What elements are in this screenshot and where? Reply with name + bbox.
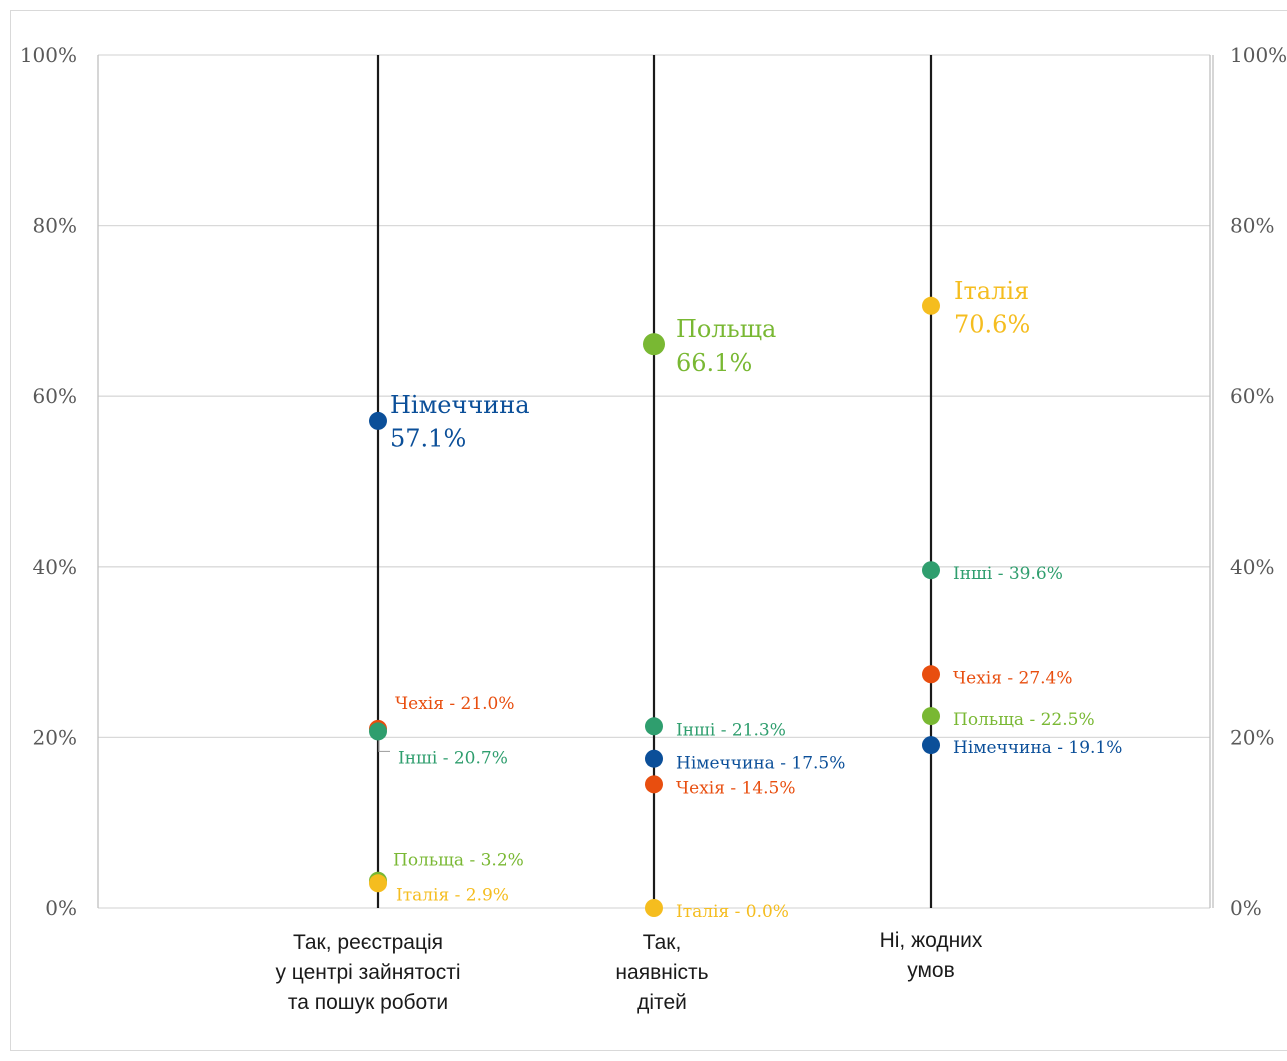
category-label-line: дітей xyxy=(532,988,792,1018)
data-label: Польща - 22.5% xyxy=(953,710,1095,730)
data-label: Чехія - 27.4% xyxy=(953,668,1073,688)
y-tick-label-right: 20% xyxy=(1230,725,1274,749)
data-label-line: Німеччина - 17.5% xyxy=(676,754,845,774)
data-label: Німеччина - 19.1% xyxy=(953,738,1122,758)
data-point xyxy=(645,899,663,917)
y-tick-label-right: 100% xyxy=(1230,43,1287,67)
data-label-line: Інші - 20.7% xyxy=(398,748,508,768)
category-label-line: у центрі зайнятості xyxy=(238,958,498,988)
data-label-line: Німеччина xyxy=(390,391,530,419)
data-label: Інші - 20.7% xyxy=(398,748,508,768)
data-point xyxy=(645,775,663,793)
data-label-line: Чехія - 21.0% xyxy=(395,694,515,714)
data-label: Італія - 0.0% xyxy=(676,902,789,922)
data-point xyxy=(369,412,387,430)
category-label-line: Так, xyxy=(532,928,792,958)
data-label: Німеччина - 17.5% xyxy=(676,754,845,774)
category-label-line: та пошук роботи xyxy=(238,988,498,1018)
data-point xyxy=(645,717,663,735)
data-label: Польща - 3.2% xyxy=(393,851,524,871)
data-label: Італія - 2.9% xyxy=(396,885,509,905)
data-point xyxy=(922,561,940,579)
data-point xyxy=(369,874,387,892)
y-tick-label-right: 60% xyxy=(1230,384,1274,408)
data-label: Чехія - 21.0% xyxy=(395,694,515,714)
y-tick-label-right: 80% xyxy=(1230,214,1274,238)
data-label-line: Італія - 2.9% xyxy=(396,885,509,905)
data-label-line: Польща - 3.2% xyxy=(393,851,524,871)
y-tick-label-right: 0% xyxy=(1230,896,1262,920)
data-label-line: Німеччина - 19.1% xyxy=(953,738,1122,758)
data-label-line: 70.6% xyxy=(954,310,1030,338)
y-tick-label-left: 100% xyxy=(20,43,77,67)
data-label: Польща 66.1% xyxy=(676,315,776,377)
category-label-line: наявність xyxy=(532,958,792,988)
data-point xyxy=(922,665,940,683)
data-label-line: Інші - 21.3% xyxy=(676,720,786,740)
y-tick-label-left: 20% xyxy=(33,725,77,749)
category-label-line: умов xyxy=(801,956,1061,986)
data-label: Інші - 21.3% xyxy=(676,720,786,740)
data-label: Інші - 39.6% xyxy=(953,564,1063,584)
chart-border xyxy=(11,11,1287,1051)
category-label-children: Так, наявність дітей xyxy=(532,928,792,1018)
y-tick-label-left: 0% xyxy=(45,896,77,920)
data-point xyxy=(645,750,663,768)
data-label-line: Інші - 39.6% xyxy=(953,564,1063,584)
category-label-none: Ні, жодних умов xyxy=(801,926,1061,986)
data-label: Німеччина 57.1% xyxy=(390,391,530,453)
data-label-line: Польща - 22.5% xyxy=(953,710,1095,730)
data-label-line: Чехія - 27.4% xyxy=(953,668,1073,688)
data-label-line: 66.1% xyxy=(676,349,752,377)
category-label-line: Ні, жодних xyxy=(801,926,1061,956)
y-tick-label-left: 40% xyxy=(33,555,77,579)
y-tick-label-left: 60% xyxy=(33,384,77,408)
data-point xyxy=(922,297,940,315)
data-point xyxy=(922,707,940,725)
data-point xyxy=(922,736,940,754)
category-label-registration: Так, реєстрація у центрі зайнятості та п… xyxy=(238,928,498,1018)
data-label: Італія 70.6% xyxy=(954,277,1030,339)
data-label: Чехія - 14.5% xyxy=(676,778,796,798)
y-tick-label-left: 80% xyxy=(33,214,77,238)
y-tick-label-right: 40% xyxy=(1230,555,1274,579)
data-label-line: Польща xyxy=(676,315,776,343)
data-point xyxy=(369,722,387,740)
data-label-line: Італія xyxy=(954,277,1029,305)
data-point xyxy=(643,333,665,355)
data-label-line: Італія - 0.0% xyxy=(676,902,789,922)
category-label-line: Так, реєстрація xyxy=(238,928,498,958)
data-label-line: Чехія - 14.5% xyxy=(676,778,796,798)
data-label-line: 57.1% xyxy=(390,425,466,453)
